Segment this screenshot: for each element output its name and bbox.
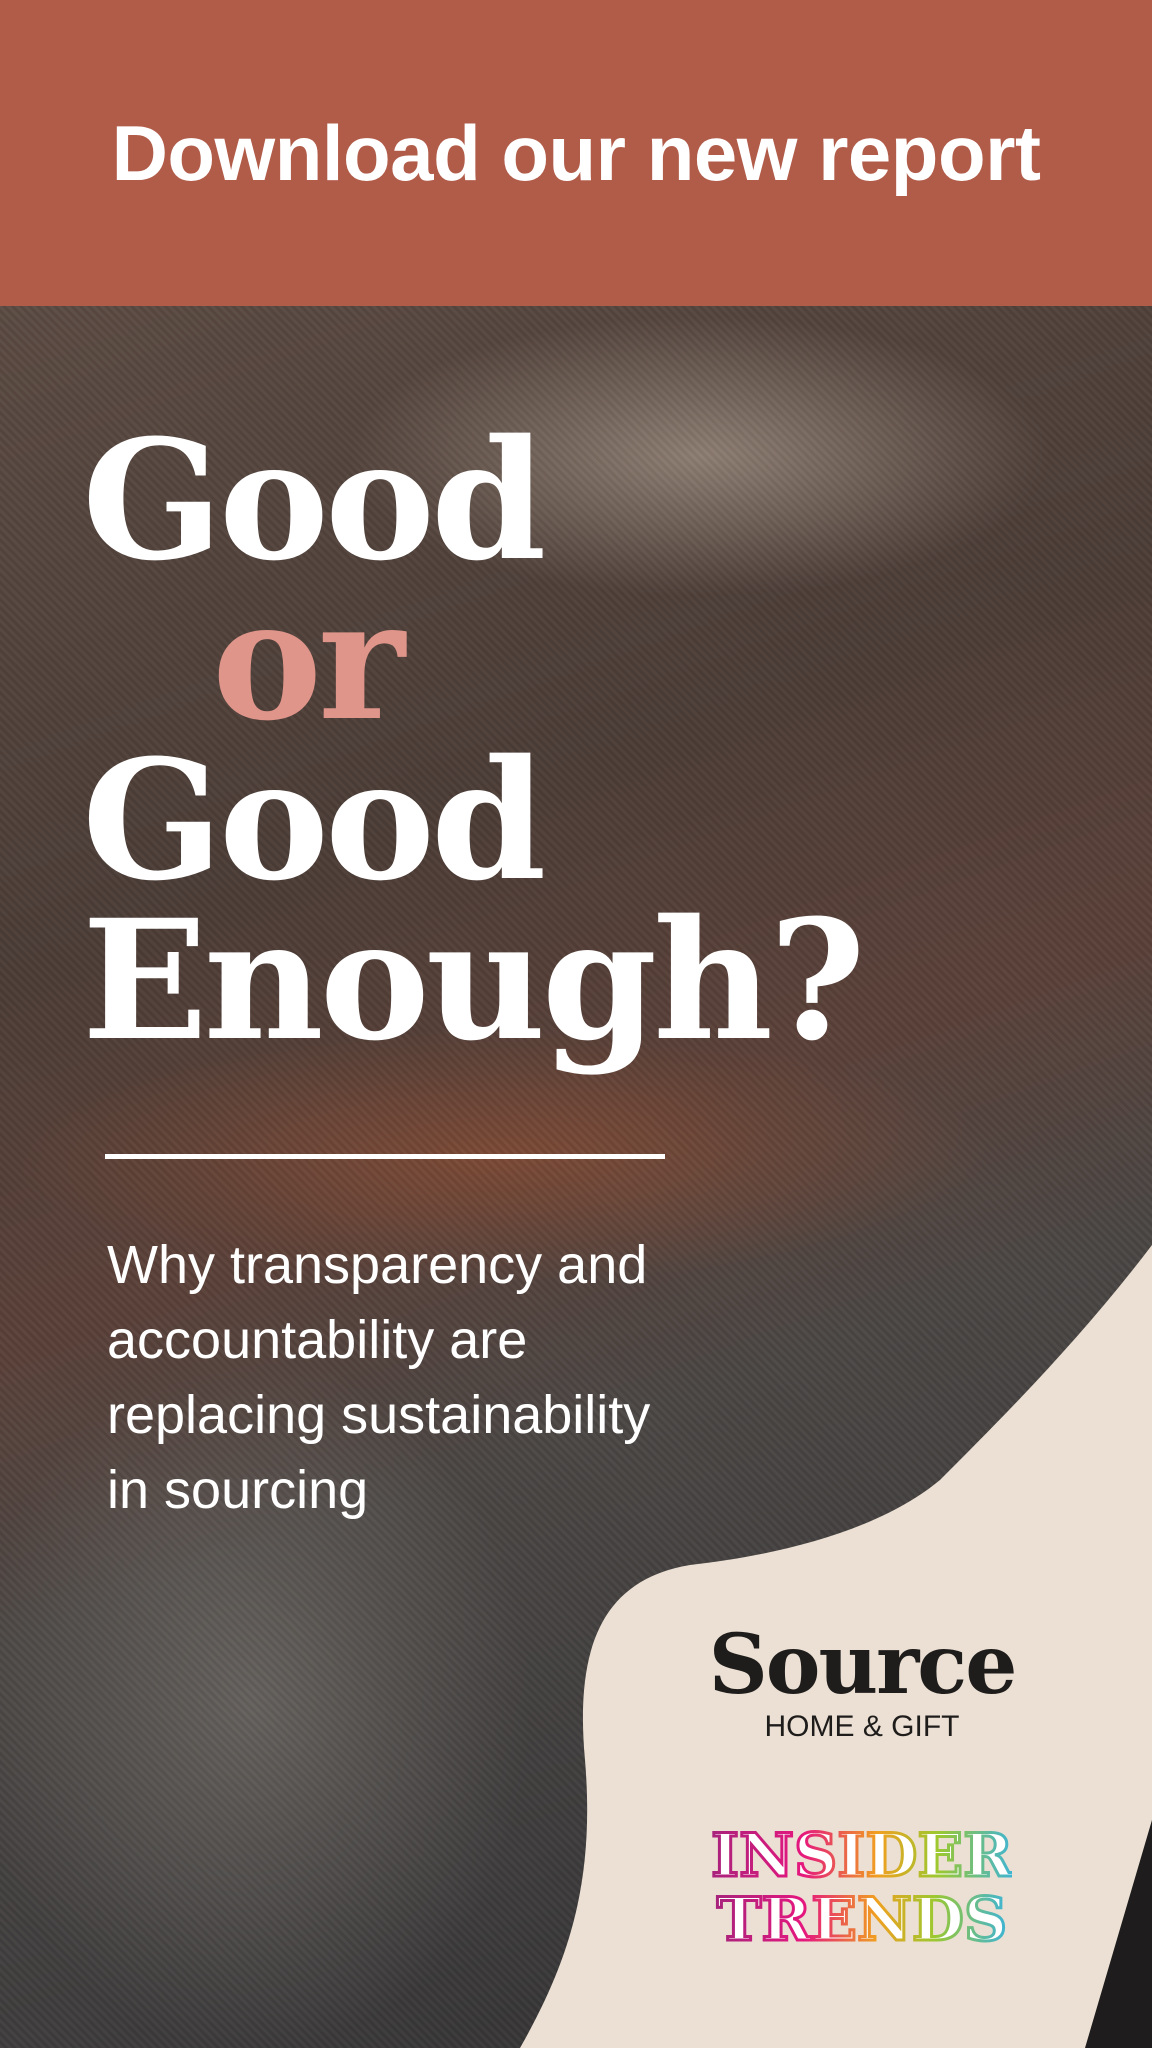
subtitle: Why transparency and accountability are … bbox=[107, 1228, 827, 1528]
headline-line-1: Good bbox=[82, 403, 546, 597]
subtitle-line: Why transparency and bbox=[107, 1235, 648, 1295]
headline: Good or Good Enough? bbox=[82, 403, 866, 1077]
subtitle-line: accountability are bbox=[107, 1310, 528, 1370]
insider-trends-wordmark: INSIDER TRENDS bbox=[710, 1820, 1016, 1957]
background-photo-fabric bbox=[0, 306, 1152, 2048]
insider-trends-line-1: INSIDER bbox=[712, 1821, 1012, 1891]
source-logo-tagline: HOME & GIFT bbox=[764, 1710, 960, 1743]
subtitle-line: replacing sustainability bbox=[107, 1385, 651, 1445]
download-report-banner[interactable]: Download our new report bbox=[0, 0, 1152, 306]
insider-trends-logo: INSIDER TRENDS bbox=[710, 1820, 1016, 1960]
source-logo-name: Source bbox=[708, 1617, 1018, 1713]
subtitle-line: in sourcing bbox=[107, 1460, 369, 1520]
headline-line-4: Enough? bbox=[82, 883, 866, 1077]
banner-text: Download our new report bbox=[111, 108, 1041, 197]
source-logo: Source HOME & GIFT bbox=[708, 1617, 1018, 1744]
headline-line-2: or bbox=[212, 563, 405, 757]
divider bbox=[105, 1154, 665, 1159]
insider-trends-line-2: TRENDS bbox=[717, 1885, 1007, 1948]
headline-line-3: Good bbox=[82, 723, 546, 917]
